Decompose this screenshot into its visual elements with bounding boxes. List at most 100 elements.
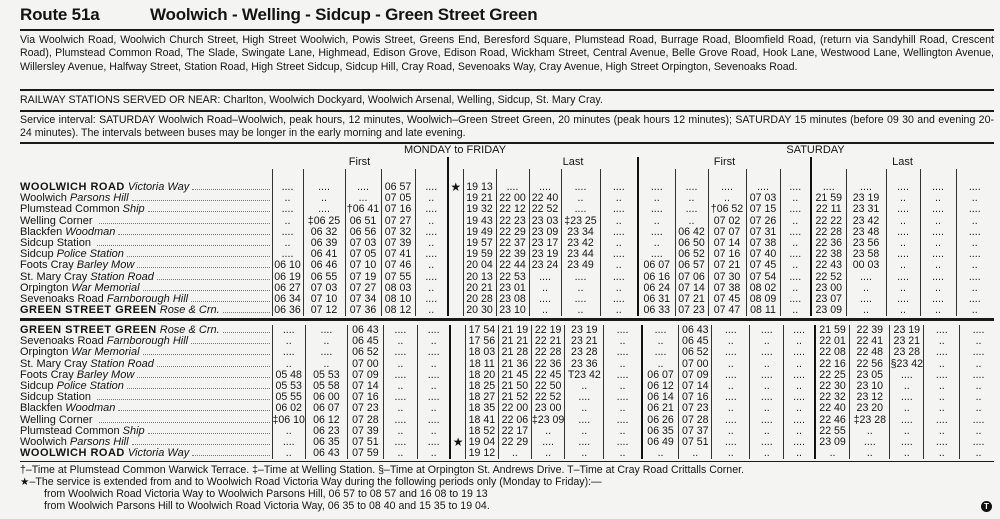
footnote-line-1: from Woolwich Road Victoria Way to Woolw… — [44, 488, 488, 500]
stop-name: Sidcup Station — [20, 238, 272, 249]
stop-name: Plumstead Common Ship — [20, 426, 272, 437]
stop-name: GREEN STREET GREEN Rose & Crn. — [20, 305, 272, 316]
stop-main: WOOLWICH ROAD — [20, 182, 125, 193]
departure-time: 07 09 — [678, 369, 712, 382]
departure-time: 07 02 — [707, 215, 746, 227]
departure-time: .... — [919, 294, 956, 306]
leader-dots — [192, 189, 270, 190]
departure-time: 07 10 — [302, 294, 345, 306]
departure-time: .. — [304, 336, 348, 348]
departure-time: 07 14 — [346, 381, 384, 393]
stop-detail: Police Station — [56, 249, 124, 261]
departure-time: 23 08 — [495, 294, 529, 306]
departure-time: .... — [564, 392, 604, 404]
departure-time: .... — [955, 182, 993, 194]
stop-name: Woolwich Parsons Hill — [20, 193, 272, 204]
star-marker: ★ — [449, 437, 466, 449]
stop-main: Orpington — [20, 347, 69, 359]
saturday-heading: SATURDAY — [786, 145, 845, 157]
departure-time: .. — [955, 282, 993, 295]
departure-time: 22 19 — [530, 325, 565, 337]
departure-time: .... — [382, 325, 418, 337]
departure-time: .... — [603, 437, 642, 449]
departure-time: 22 55 — [813, 425, 850, 438]
departure-time: .. — [678, 448, 712, 460]
departure-time: ‡06 10 — [271, 414, 306, 426]
departure-time: .... — [564, 437, 604, 449]
departure-time: .. — [416, 403, 451, 415]
departure-time: 06 35 — [304, 437, 348, 449]
departure-time: 06 49 — [640, 437, 679, 449]
departure-time: .. — [749, 358, 784, 370]
spacer-row — [20, 169, 993, 182]
star-marker — [447, 305, 463, 317]
departure-time: 06 43 — [304, 448, 348, 460]
stop-main: Plumstead Common — [20, 425, 120, 437]
leader-dots — [192, 455, 270, 457]
departure-time: .... — [810, 182, 846, 194]
departure-time: 07 38 — [707, 282, 746, 295]
departure-time: 23 24 — [528, 260, 561, 272]
departure-time: .... — [845, 294, 886, 306]
departure-time: .... — [959, 347, 997, 359]
departure-time: 07 05 — [380, 193, 415, 205]
departure-time: .. — [711, 336, 750, 348]
leader-dots — [118, 233, 270, 235]
departure-time: 06 45 — [678, 336, 712, 348]
departure-time: 06 02 — [271, 403, 306, 415]
stop-main: Woolwich — [20, 437, 67, 449]
departure-time: .... — [923, 414, 960, 426]
departure-time: 22 52 — [810, 271, 846, 283]
departure-time: 22 00 — [495, 193, 529, 205]
stop-main: Blackfen — [20, 226, 63, 238]
departure-time: 22 41 — [849, 336, 890, 348]
departure-time: .. — [711, 381, 750, 393]
departure-time: .. — [271, 336, 306, 348]
departure-time: .... — [495, 182, 529, 194]
departure-time: .... — [560, 182, 600, 194]
departure-time: 17 56 — [464, 336, 499, 348]
departure-time: .... — [885, 204, 920, 216]
departure-time: .... — [889, 369, 924, 382]
departure-time: .. — [560, 282, 600, 295]
departure-time: 19 59 — [462, 249, 496, 261]
departure-time: 19 49 — [462, 226, 496, 239]
departure-time: .... — [271, 249, 303, 261]
departure-time: .. — [304, 358, 348, 370]
stop-detail: Ship — [122, 425, 145, 437]
departure-time: .. — [889, 381, 924, 393]
departure-time: 21 59 — [813, 325, 850, 337]
departure-time: .... — [414, 294, 448, 306]
departure-time: .. — [889, 403, 924, 415]
departure-time: 07 47 — [707, 305, 746, 317]
star-marker — [447, 204, 463, 216]
star-marker — [449, 358, 466, 370]
departure-time: .. — [382, 403, 418, 415]
departure-time: .. — [382, 425, 418, 438]
departure-time: 05 53 — [304, 369, 348, 382]
departure-time: 20 21 — [462, 282, 496, 295]
departure-time: .. — [416, 425, 451, 438]
departure-time: .. — [637, 238, 675, 250]
first-heading: First — [348, 157, 371, 169]
weekday-heading: MONDAY to FRIDAY — [403, 145, 507, 157]
star-marker — [449, 403, 466, 415]
timetable-row: Blackfen Woodman.... 06 32 06 56 07 32.... 19… — [20, 226, 993, 239]
timetable-row: St. Mary Cray Station Road 06 19 06 55 07 19… — [20, 271, 993, 283]
departure-time: .. — [749, 381, 784, 393]
departure-time: 08 02 — [745, 282, 780, 295]
departure-time: 23 58 — [845, 249, 886, 261]
departure-time: 07 16 — [678, 392, 712, 404]
departure-time: .. — [599, 282, 638, 295]
stop-detail: Barley Mow — [76, 369, 135, 381]
departure-time: .... — [711, 325, 750, 337]
departure-time: 06 52 — [678, 347, 712, 359]
departure-time: 06 43 — [346, 325, 384, 337]
departure-time: .. — [919, 215, 956, 227]
departure-time: .. — [564, 448, 604, 460]
departure-time: 22 28 — [530, 347, 565, 359]
departure-time: .. — [783, 425, 815, 438]
stop-main: Orpington — [20, 282, 69, 294]
departure-time: .... — [637, 182, 675, 194]
departure-time: .. — [640, 448, 679, 460]
